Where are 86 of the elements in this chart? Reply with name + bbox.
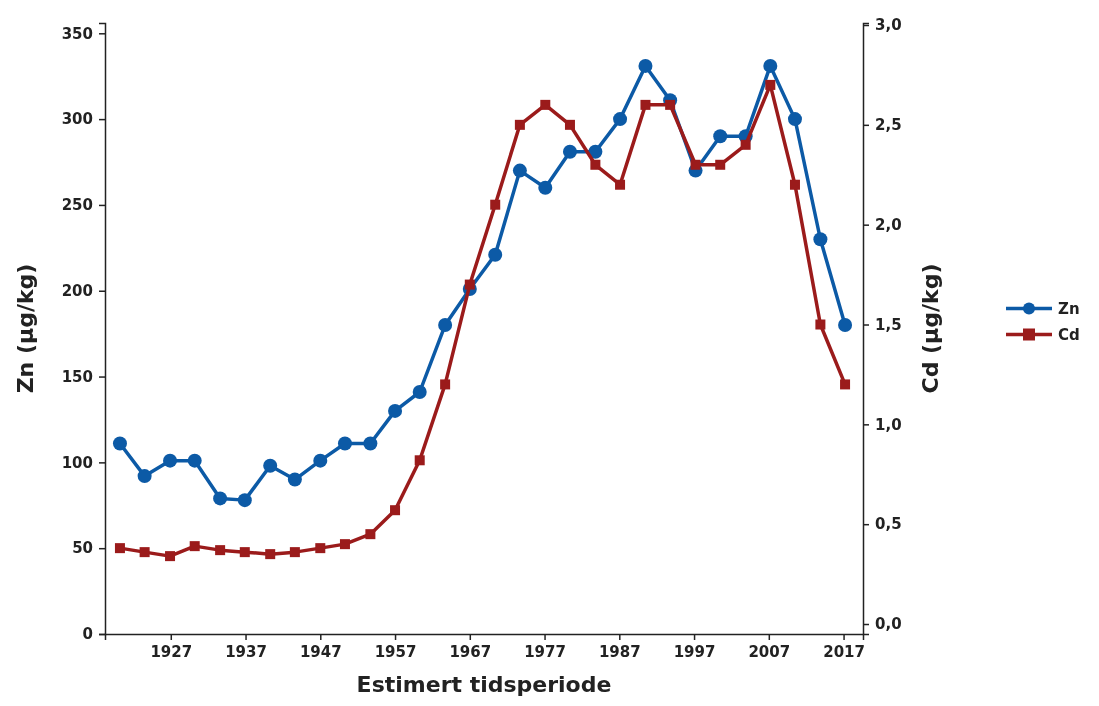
y-tick-label: 50 bbox=[72, 539, 93, 558]
y-tick-label: 250 bbox=[61, 196, 93, 215]
x-axis-title: Estimert tidsperiode bbox=[356, 672, 612, 697]
point bbox=[215, 545, 226, 556]
point bbox=[237, 493, 252, 508]
point bbox=[388, 403, 403, 418]
point bbox=[789, 179, 800, 190]
point bbox=[765, 79, 776, 90]
point bbox=[564, 119, 575, 130]
y2-tick-label: 2,0 bbox=[875, 215, 902, 234]
x-tick-label: 2007 bbox=[748, 642, 791, 661]
point bbox=[315, 543, 326, 554]
y2-tick-label: 0,0 bbox=[875, 615, 902, 634]
y-tick-label: 200 bbox=[61, 282, 93, 301]
point bbox=[189, 541, 200, 552]
point bbox=[440, 379, 451, 390]
point bbox=[488, 247, 503, 262]
point bbox=[187, 453, 202, 468]
point bbox=[665, 99, 676, 110]
point bbox=[540, 99, 551, 110]
point bbox=[114, 543, 125, 554]
point bbox=[590, 159, 601, 170]
y-tick-label: 100 bbox=[61, 453, 93, 472]
y2-tick-label: 2,5 bbox=[875, 116, 902, 135]
point bbox=[763, 58, 778, 73]
point bbox=[840, 379, 851, 390]
x-tick-label: 1977 bbox=[524, 642, 566, 661]
point bbox=[412, 385, 427, 399]
point bbox=[615, 179, 626, 190]
point bbox=[512, 163, 527, 178]
x-tick-label: 1957 bbox=[374, 642, 417, 661]
point bbox=[562, 144, 577, 159]
point bbox=[112, 436, 127, 451]
point bbox=[337, 436, 352, 451]
point bbox=[464, 279, 475, 290]
point bbox=[438, 318, 453, 333]
point bbox=[139, 547, 150, 558]
y-tick-label: 0 bbox=[82, 625, 93, 644]
point bbox=[638, 58, 653, 73]
point bbox=[588, 144, 603, 159]
point bbox=[514, 119, 525, 130]
point bbox=[213, 491, 228, 506]
point bbox=[813, 232, 828, 247]
y2-axis-title: Cd (µg/kg) bbox=[918, 263, 943, 394]
y-tick-label: 150 bbox=[61, 367, 93, 386]
legend-label: Cd bbox=[1058, 325, 1080, 344]
x-tick-label: 2017 bbox=[823, 642, 865, 661]
point bbox=[163, 453, 178, 468]
y-axis-title: Zn (µg/kg) bbox=[13, 263, 38, 394]
point bbox=[390, 505, 401, 516]
point bbox=[363, 436, 378, 451]
point bbox=[715, 159, 726, 170]
y-tick-label: 300 bbox=[61, 110, 93, 129]
point bbox=[613, 112, 628, 127]
point bbox=[740, 139, 751, 150]
point bbox=[538, 180, 553, 195]
y-tick-label: 350 bbox=[61, 24, 93, 43]
y2-tick-label: 0,5 bbox=[875, 515, 902, 534]
x-tick-label: 1987 bbox=[598, 642, 641, 661]
x-tick-label: 1947 bbox=[299, 642, 342, 661]
point bbox=[239, 547, 250, 558]
point bbox=[339, 539, 350, 550]
point bbox=[690, 159, 701, 170]
point bbox=[365, 529, 376, 540]
point bbox=[815, 319, 826, 330]
x-tick-label: 1937 bbox=[225, 642, 267, 661]
point bbox=[640, 99, 651, 110]
x-tick-label: 1997 bbox=[673, 642, 716, 661]
point bbox=[313, 453, 328, 468]
point bbox=[265, 549, 276, 560]
y2-tick-label: 3,0 bbox=[875, 16, 902, 35]
point bbox=[838, 318, 853, 333]
point bbox=[490, 199, 501, 210]
y2-tick-label: 1,0 bbox=[875, 415, 902, 434]
point bbox=[263, 458, 278, 473]
point bbox=[713, 129, 728, 144]
y2-tick-label: 1,5 bbox=[875, 315, 902, 334]
x-tick-label: 1967 bbox=[449, 642, 492, 661]
point bbox=[289, 547, 300, 558]
x-tick-label: 1927 bbox=[150, 642, 193, 661]
point bbox=[165, 551, 176, 562]
point bbox=[787, 112, 802, 127]
legend-label: Zn bbox=[1058, 299, 1080, 318]
point bbox=[137, 469, 152, 484]
point bbox=[287, 472, 302, 487]
point bbox=[414, 455, 425, 466]
